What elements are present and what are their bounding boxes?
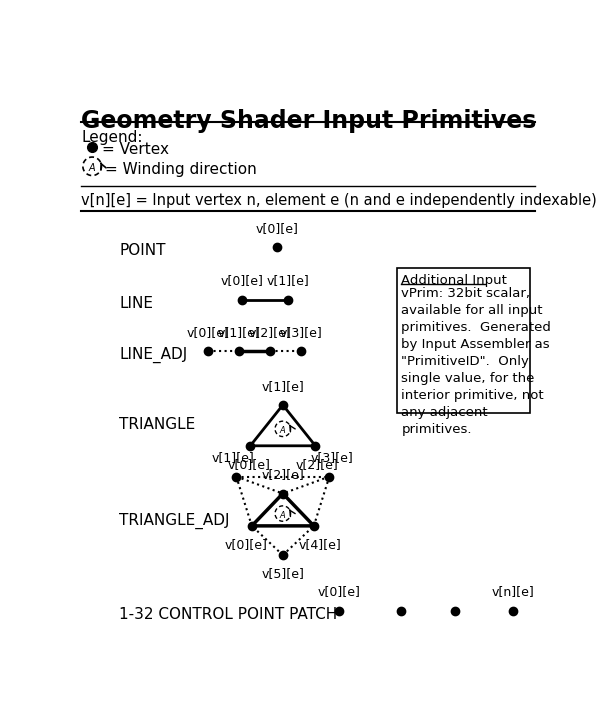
Text: A: A: [280, 511, 285, 520]
Text: v[1][e]: v[1][e]: [261, 379, 304, 393]
Text: v[4][e]: v[4][e]: [299, 538, 341, 551]
Text: LINE_ADJ: LINE_ADJ: [120, 347, 188, 363]
Text: v[0][e]: v[0][e]: [224, 538, 267, 551]
Text: v[0][e]: v[0][e]: [317, 585, 360, 598]
Text: v[3][e]: v[3][e]: [280, 326, 323, 339]
Text: v[2][e]: v[2][e]: [296, 458, 338, 471]
Text: TRIANGLE_ADJ: TRIANGLE_ADJ: [120, 513, 230, 528]
Text: Additional Input: Additional Input: [401, 274, 507, 287]
Text: TRIANGLE: TRIANGLE: [120, 417, 195, 431]
Text: Legend:: Legend:: [81, 130, 143, 145]
Text: v[0][e]: v[0][e]: [221, 274, 263, 287]
Text: v[5][e]: v[5][e]: [261, 567, 304, 580]
Text: v[n][e] = Input vertex n, element e (n and e independently indexable): v[n][e] = Input vertex n, element e (n a…: [81, 193, 597, 208]
Text: v[2][e]: v[2][e]: [261, 468, 304, 481]
Text: v[1][e]: v[1][e]: [218, 326, 261, 339]
Text: v[0][e]: v[0][e]: [187, 326, 230, 339]
Text: v[0][e]: v[0][e]: [227, 458, 270, 471]
Text: 1-32 CONTROL POINT PATCH: 1-32 CONTROL POINT PATCH: [120, 607, 338, 622]
Text: v[0][e]: v[0][e]: [255, 222, 298, 235]
Text: v[2][e]: v[2][e]: [249, 326, 292, 339]
FancyBboxPatch shape: [397, 268, 530, 413]
Text: POINT: POINT: [120, 244, 166, 258]
Text: A: A: [89, 163, 96, 173]
Text: v[3][e]: v[3][e]: [311, 451, 354, 464]
Text: v[1][e]: v[1][e]: [212, 451, 255, 464]
Text: vPrim: 32bit scalar,
available for all input
primitives.  Generated
by Input Ass: vPrim: 32bit scalar, available for all i…: [401, 287, 551, 436]
Text: A: A: [280, 426, 285, 435]
Text: v[1][e]: v[1][e]: [267, 274, 310, 287]
Text: = Vertex: = Vertex: [102, 142, 169, 157]
Text: LINE: LINE: [120, 296, 153, 311]
Text: Geometry Shader Input Primitives: Geometry Shader Input Primitives: [81, 108, 537, 132]
Text: = Winding direction: = Winding direction: [105, 162, 256, 177]
Text: v[n][e]: v[n][e]: [492, 585, 534, 598]
